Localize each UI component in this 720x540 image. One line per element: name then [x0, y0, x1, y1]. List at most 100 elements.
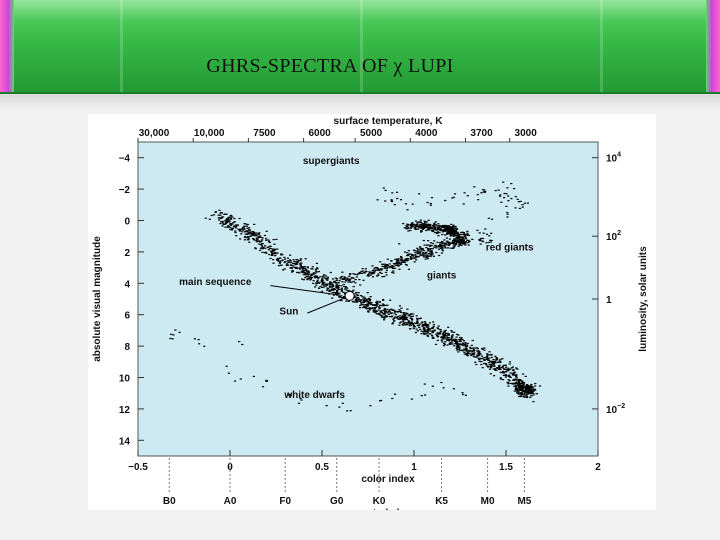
data-point [488, 351, 491, 353]
data-point [443, 335, 446, 337]
data-point [511, 366, 514, 368]
data-point [416, 256, 419, 258]
data-point [354, 301, 357, 303]
data-point [208, 218, 211, 220]
data-point [385, 274, 388, 276]
data-point [424, 256, 427, 258]
data-point [432, 324, 435, 326]
right-tick-label: 10−2 [606, 403, 625, 416]
data-point [373, 270, 376, 272]
data-point [394, 258, 397, 261]
data-point [463, 238, 466, 240]
data-point [326, 279, 329, 281]
data-point [303, 270, 306, 272]
data-point [503, 197, 506, 199]
data-point [504, 364, 507, 366]
data-point [521, 389, 524, 391]
data-point [406, 252, 409, 254]
data-point [514, 385, 517, 387]
data-point [430, 229, 433, 231]
data-point [435, 245, 438, 248]
data-point [349, 281, 352, 283]
data-point [386, 258, 389, 260]
data-point [468, 240, 471, 242]
data-point [332, 289, 335, 291]
data-point [503, 371, 506, 373]
data-point [345, 300, 348, 302]
data-point [357, 296, 360, 298]
data-point [426, 335, 430, 337]
data-point [376, 274, 380, 276]
data-point [502, 364, 505, 366]
data-point [251, 233, 254, 235]
data-point [414, 322, 417, 324]
data-point [509, 372, 512, 374]
data-point [290, 264, 293, 266]
data-point [449, 235, 452, 237]
data-point [467, 241, 471, 243]
data-point [506, 370, 509, 372]
data-point [522, 383, 525, 385]
data-point [522, 373, 525, 375]
data-point [383, 275, 386, 278]
data-point [514, 374, 517, 376]
data-point [228, 216, 231, 218]
data-point [425, 229, 428, 232]
data-point [487, 362, 490, 364]
data-point [446, 233, 449, 235]
data-point [464, 243, 467, 245]
data-point [290, 267, 293, 269]
data-point [499, 378, 502, 380]
data-point [458, 241, 461, 243]
data-point [447, 242, 451, 245]
data-point [499, 361, 502, 364]
data-point [437, 328, 440, 330]
data-point [517, 382, 520, 384]
data-point [268, 241, 271, 244]
data-point [435, 333, 438, 335]
data-point [463, 234, 466, 236]
data-point [268, 245, 271, 247]
data-point [431, 242, 435, 245]
data-point [444, 247, 447, 249]
data-point [375, 302, 378, 304]
data-point [231, 227, 234, 230]
data-point [518, 388, 521, 390]
data-point [444, 234, 447, 236]
data-point [464, 342, 467, 344]
data-point [440, 241, 443, 243]
data-point [248, 241, 251, 243]
data-point [328, 286, 331, 288]
data-point [271, 252, 274, 254]
data-point [321, 278, 324, 281]
data-point [217, 214, 220, 216]
data-point [506, 187, 509, 189]
data-point [302, 279, 305, 281]
data-point [400, 257, 403, 259]
data-point [234, 224, 237, 226]
data-point [339, 299, 342, 302]
data-point [261, 239, 264, 241]
data-point [457, 351, 460, 353]
data-point [487, 358, 490, 360]
data-point [270, 254, 273, 256]
data-point [289, 261, 292, 264]
data-point [394, 262, 397, 264]
data-point [384, 304, 387, 307]
spectral-class-axis-label: spectral class [350, 508, 417, 510]
data-point [380, 269, 383, 271]
data-point [330, 287, 333, 289]
data-point [382, 299, 385, 301]
data-point [267, 249, 270, 251]
data-point [364, 298, 367, 300]
data-point [467, 239, 470, 242]
data-point [302, 271, 305, 274]
data-point [410, 253, 413, 255]
data-point [425, 221, 428, 223]
data-point [396, 310, 399, 313]
data-point [449, 227, 452, 229]
data-point [404, 317, 407, 319]
data-point [461, 339, 464, 341]
data-point [309, 277, 312, 279]
data-point [391, 397, 394, 400]
